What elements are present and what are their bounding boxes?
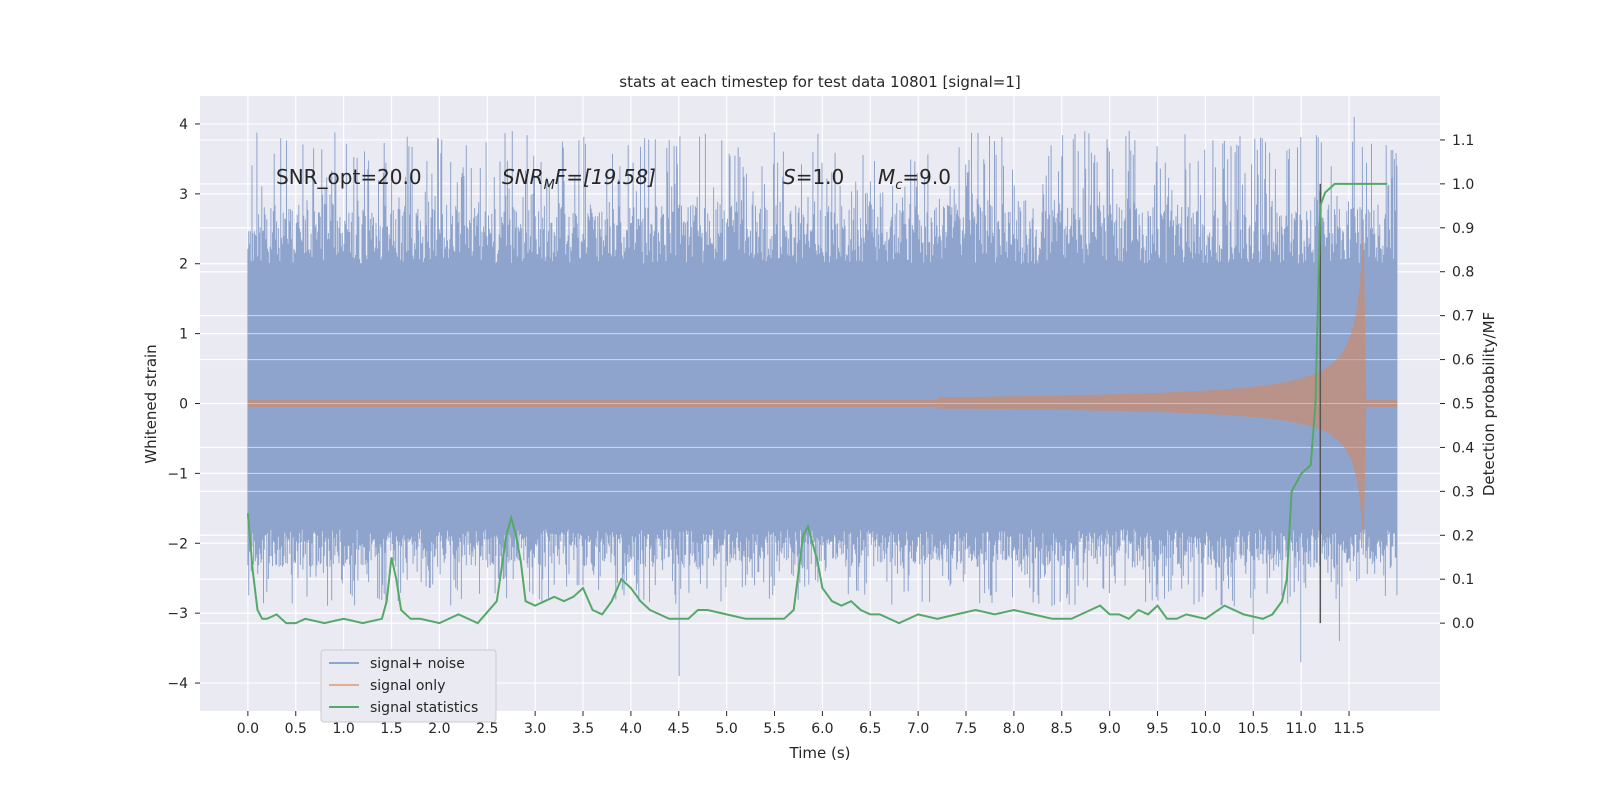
y-right-tick-label: 0.1 [1452, 572, 1474, 588]
annotation-snr-mf-f: F=[19.58] [555, 165, 656, 189]
x-tick-label: 5.0 [716, 721, 738, 737]
x-tick-label: 3.5 [572, 721, 594, 737]
legend-label-signal-only: signal only [370, 678, 445, 694]
x-tick-label: 5.5 [763, 721, 785, 737]
x-tick-label: 8.0 [1003, 721, 1025, 737]
y-tick-label: 2 [179, 257, 188, 273]
annotation-snr-opt: SNR_opt=20.0 [276, 165, 422, 189]
x-tick-label: 11.5 [1333, 721, 1364, 737]
y-right-axis-ticks: 1.1 1.0 0.9 0.8 0.7 0.6 0.5 0.4 0.3 0.2 0.1 0.0 [1440, 133, 1474, 632]
annotation-mc: Mc=9.0 [878, 165, 951, 193]
annotation-s-value: =1.0 [796, 165, 845, 189]
y-axis-ticks: 4 3 2 1 0 −1 −2 −3 −4 [167, 117, 200, 692]
annotation-snr-mf-main: SNR [502, 165, 544, 189]
y-tick-label: 3 [179, 187, 188, 203]
legend: signal+ noise signal only signal statist… [320, 649, 497, 723]
x-tick-label: 4.5 [668, 721, 690, 737]
y-right-tick-label: 1.0 [1452, 177, 1474, 193]
y-right-tick-label: 0.2 [1452, 528, 1474, 544]
annotation-snr-mf: SNRMF=[19.58] [502, 165, 656, 193]
x-tick-label: 7.0 [907, 721, 929, 737]
x-tick-label: 6.0 [811, 721, 833, 737]
y-right-axis-label: Detection probability/MF [1480, 312, 1498, 496]
legend-box [320, 649, 497, 723]
annotation-s-var: S [783, 165, 796, 189]
y-tick-label: −3 [167, 606, 188, 622]
x-tick-label: 8.5 [1051, 721, 1073, 737]
x-tick-label: 2.0 [428, 721, 450, 737]
x-tick-label: 1.0 [332, 721, 354, 737]
annotation-mc-value: =9.0 [902, 165, 951, 189]
y-tick-label: −1 [167, 466, 188, 482]
legend-label-signal-noise: signal+ noise [370, 656, 465, 672]
y-tick-label: −4 [167, 676, 188, 692]
y-right-tick-label: 0.3 [1452, 484, 1474, 500]
y-tick-label: 1 [179, 327, 188, 343]
y-right-tick-label: 0.4 [1452, 440, 1474, 456]
x-tick-label: 10.0 [1190, 721, 1221, 737]
chart-title: stats at each timestep for test data 108… [619, 73, 1020, 91]
y-right-tick-label: 0.0 [1452, 616, 1474, 632]
x-tick-label: 4.0 [620, 721, 642, 737]
y-tick-label: 0 [179, 397, 188, 413]
x-axis-label: Time (s) [789, 744, 851, 762]
y-right-tick-label: 0.9 [1452, 221, 1474, 237]
x-tick-label: 6.5 [859, 721, 881, 737]
x-tick-label: 9.5 [1146, 721, 1168, 737]
y-axis-label: Whitened strain [142, 344, 160, 463]
y-right-tick-label: 0.8 [1452, 265, 1474, 281]
annotation-snr-mf-sub: M [544, 178, 555, 193]
x-tick-label: 9.0 [1099, 721, 1121, 737]
x-tick-label: 7.5 [955, 721, 977, 737]
x-tick-label: 10.5 [1238, 721, 1269, 737]
x-tick-label: 1.5 [380, 721, 402, 737]
legend-label-signal-statistics: signal statistics [370, 700, 478, 716]
x-axis-ticks: 0.0 0.5 1.0 1.5 2.0 2.5 3.0 3.5 4.0 4.5 5.0 5.5 6.0 6… [237, 711, 1365, 737]
x-tick-label: 3.0 [524, 721, 546, 737]
x-tick-label: 0.0 [237, 721, 259, 737]
y-right-tick-label: 1.1 [1452, 133, 1474, 149]
annotation-mc-var: M [878, 165, 895, 189]
annotation-mc-sub: c [895, 178, 902, 193]
x-tick-label: 2.5 [476, 721, 498, 737]
x-tick-label: 0.5 [285, 721, 307, 737]
annotation-s: S=1.0 [783, 165, 844, 189]
signal-statistics-line [246, 182, 1388, 625]
y-right-tick-label: 0.7 [1452, 309, 1474, 325]
y-tick-label: 4 [179, 117, 188, 133]
y-right-tick-label: 0.5 [1452, 397, 1474, 413]
y-tick-label: −2 [167, 536, 188, 552]
y-right-tick-label: 0.6 [1452, 353, 1474, 369]
x-tick-label: 11.0 [1286, 721, 1317, 737]
